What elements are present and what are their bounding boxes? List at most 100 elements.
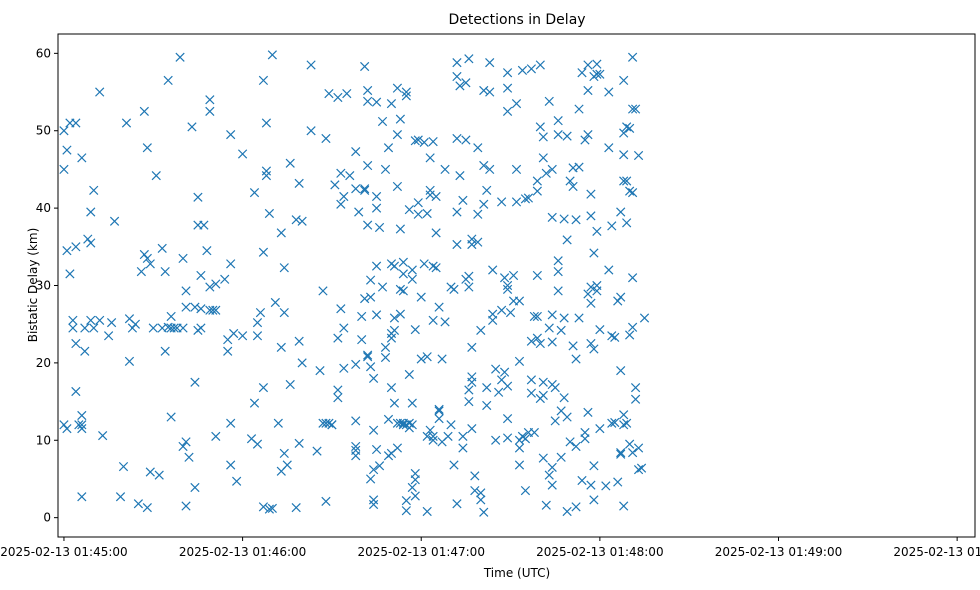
data-point: [425, 190, 435, 200]
data-point: [589, 461, 599, 471]
data-point: [547, 164, 557, 175]
data-point: [336, 168, 346, 178]
data-point: [351, 451, 361, 461]
data-point: [98, 431, 108, 441]
data-point: [407, 265, 417, 275]
data-point: [574, 313, 584, 323]
data-point: [77, 424, 87, 434]
data-point: [586, 282, 596, 292]
data-point: [398, 257, 408, 267]
data-point: [139, 249, 149, 260]
data-point: [467, 234, 477, 244]
data-point: [467, 342, 477, 353]
data-point: [562, 506, 572, 517]
data-point: [89, 323, 99, 333]
data-point: [544, 323, 554, 333]
data-point: [315, 365, 325, 376]
data-point: [181, 501, 191, 511]
data-point: [622, 122, 632, 132]
data-point: [425, 425, 435, 435]
data-point: [562, 131, 572, 141]
data-point: [568, 181, 578, 192]
x-tick-label: 2025-02-13 01:50:00: [893, 545, 980, 559]
data-point: [535, 338, 545, 349]
data-point: [541, 500, 551, 510]
data-point: [502, 433, 513, 443]
data-point: [488, 315, 498, 325]
data-point: [532, 333, 542, 343]
data-point: [205, 106, 215, 117]
data-point: [148, 323, 158, 333]
data-point: [633, 465, 644, 475]
data-point: [589, 495, 599, 505]
data-point: [178, 441, 188, 452]
data-point: [416, 292, 426, 302]
data-point: [208, 305, 218, 315]
data-point: [321, 496, 331, 507]
data-point: [550, 416, 560, 426]
data-point: [562, 235, 572, 245]
data-point: [488, 265, 498, 275]
data-point: [610, 332, 620, 342]
data-point: [476, 325, 486, 336]
data-point: [86, 238, 96, 248]
data-point: [133, 499, 144, 509]
data-point: [452, 239, 462, 250]
data-point: [428, 261, 438, 271]
data-point: [571, 354, 581, 364]
x-axis-label: Time (UTC): [483, 566, 550, 580]
data-point: [258, 75, 269, 86]
data-point: [571, 215, 581, 225]
data-point: [464, 385, 474, 395]
data-point: [368, 373, 379, 383]
data-point: [333, 92, 343, 103]
data-point: [455, 170, 465, 181]
data-point: [485, 58, 495, 68]
data-point: [297, 358, 307, 368]
data-point: [538, 453, 548, 463]
data-point: [383, 414, 394, 424]
data-point: [404, 205, 414, 215]
data-point: [389, 313, 400, 323]
data-point: [196, 323, 206, 333]
data-point: [499, 367, 510, 377]
data-point: [586, 480, 596, 490]
data-point: [252, 331, 263, 341]
data-point: [80, 346, 90, 356]
data-point: [106, 318, 117, 328]
data-point: [357, 335, 367, 345]
data-point: [464, 282, 474, 292]
data-point: [130, 319, 141, 329]
data-point: [434, 413, 444, 424]
data-point: [627, 188, 638, 198]
data-point: [428, 315, 438, 325]
data-point: [333, 385, 343, 395]
y-tick-label: 60: [36, 46, 51, 60]
data-point: [118, 461, 129, 472]
data-point: [121, 118, 132, 128]
data-point: [226, 418, 236, 428]
data-point: [160, 266, 170, 277]
data-point: [556, 452, 566, 462]
data-point: [68, 323, 78, 333]
data-point: [630, 104, 641, 114]
data-point: [365, 275, 376, 285]
data-point: [595, 69, 605, 79]
data-point: [455, 81, 465, 91]
data-point: [401, 506, 411, 516]
data-point: [419, 259, 429, 269]
data-point: [220, 274, 230, 284]
data-point: [71, 118, 81, 128]
data-point: [324, 418, 334, 428]
data-point: [151, 170, 161, 181]
data-point: [559, 214, 569, 224]
data-point: [580, 434, 590, 444]
data-point: [476, 488, 486, 498]
y-tick-label: 0: [43, 511, 51, 525]
data-point: [205, 282, 215, 292]
data-point: [95, 315, 105, 325]
data-point: [187, 122, 197, 132]
data-point: [619, 75, 629, 86]
data-point: [520, 485, 531, 496]
data-point: [345, 170, 355, 181]
